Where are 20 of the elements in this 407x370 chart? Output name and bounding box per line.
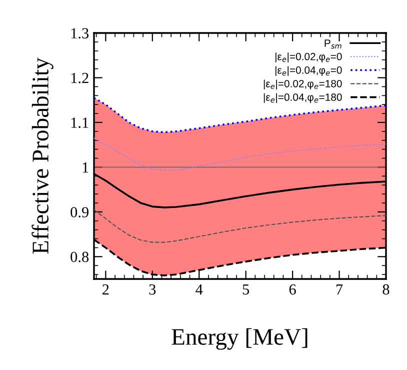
x-tick-label: 3: [149, 284, 156, 295]
x-tick-label: 6: [289, 284, 296, 295]
x-tick-label: 4: [196, 284, 203, 294]
y-tick-label: 0.9: [70, 207, 89, 218]
legend-label: |ε$_{e}$|=0.02,φ$_{e}$=0: [275, 52, 342, 62]
x-tick-label: 5: [242, 284, 250, 295]
legend-label: |ε$_{e}$|=0.04,φ$_{e}$=180: [264, 93, 342, 103]
x-tick-label: 8: [382, 284, 390, 295]
legend-label: P$_{sm}$: [324, 40, 342, 49]
x-axis-title: Energy [MeV]: [172, 328, 308, 350]
y-tick-label: 1.1: [71, 118, 88, 128]
y-tick-label: 1.3: [71, 28, 89, 39]
y-tick-label: 0.8: [70, 252, 89, 262]
legend-label: |ε$_{e}$|=0.04,φ$_{e}$=0: [275, 66, 342, 76]
y-tick-label: 1: [82, 162, 88, 172]
x-tick-label: 2: [102, 284, 109, 294]
y-tick-label: 1.2: [71, 72, 88, 84]
y-axis-title: Effective Probability: [32, 58, 54, 254]
legend-label: |ε$_{e}$|=0.02,φ$_{e}$=180: [264, 80, 342, 90]
x-tick-label: 7: [336, 284, 343, 294]
